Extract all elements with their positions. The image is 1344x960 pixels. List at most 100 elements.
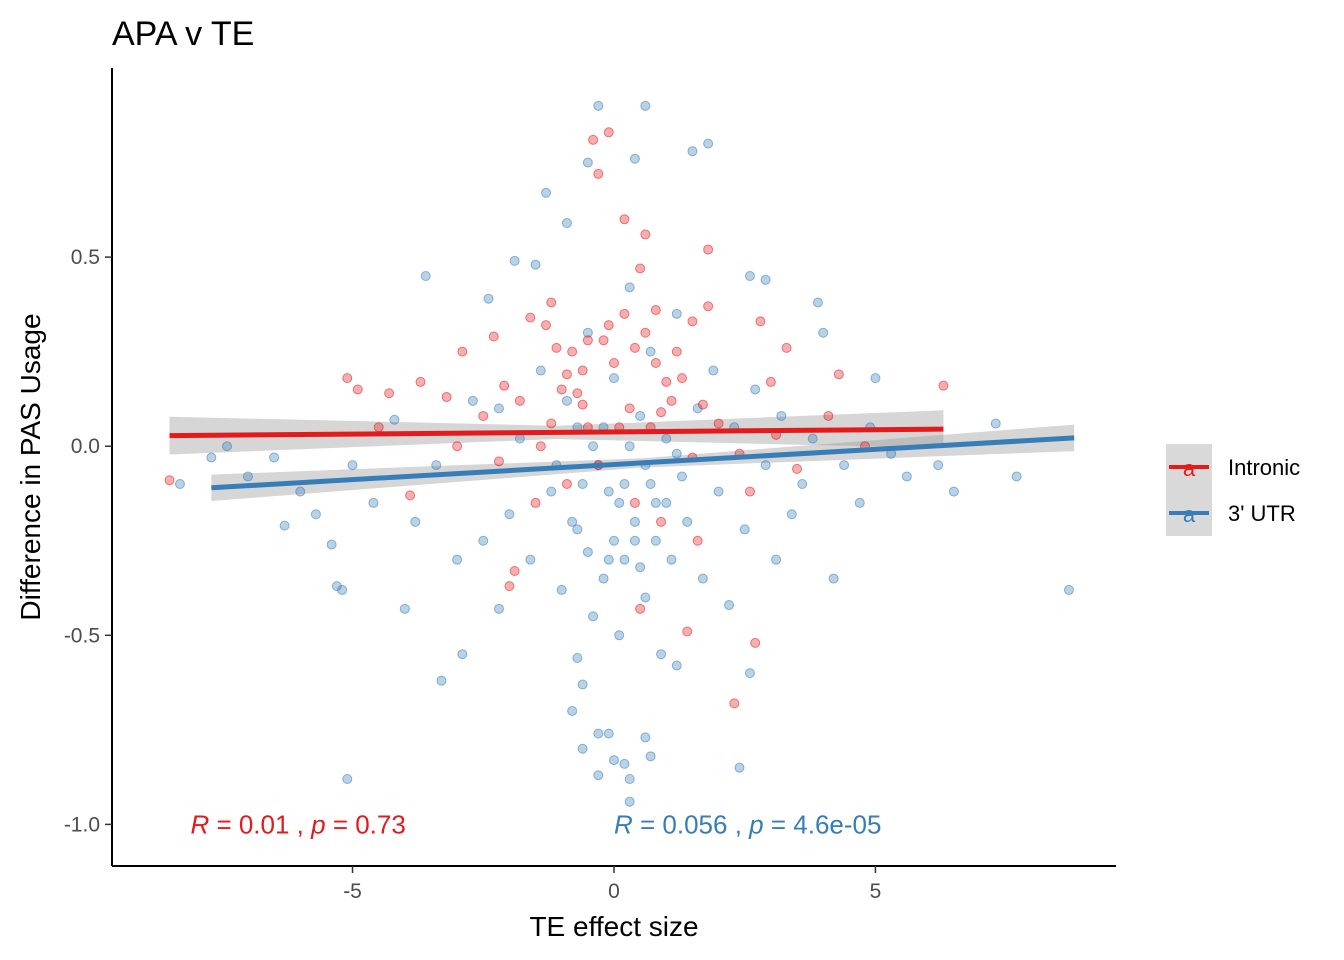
data-point <box>504 509 515 520</box>
data-point <box>656 407 667 418</box>
y-axis-ticks: -1.0 -0.5 0.0 0.5 <box>64 246 112 836</box>
correlation-annotation: R = 0.056 , p = 4.6e-05 <box>614 809 881 839</box>
data-point <box>567 705 578 716</box>
data-point <box>561 218 572 229</box>
data-point <box>582 547 593 558</box>
data-point <box>598 335 609 346</box>
x-tick-label: -5 <box>343 880 362 903</box>
data-point <box>682 626 693 637</box>
data-point <box>933 460 944 471</box>
data-point <box>530 259 541 270</box>
data-point <box>734 762 745 773</box>
data-point <box>415 376 426 387</box>
y-tick-label: -0.5 <box>64 624 100 647</box>
data-point <box>645 346 656 357</box>
data-point <box>431 460 442 471</box>
data-point <box>373 422 384 433</box>
data-point <box>854 497 865 508</box>
data-point <box>603 554 614 565</box>
data-point <box>724 600 735 611</box>
data-point <box>750 384 761 395</box>
data-point <box>279 520 290 531</box>
data-point <box>478 410 489 421</box>
data-point <box>514 395 525 406</box>
data-point <box>635 263 646 274</box>
data-point <box>687 146 698 157</box>
data-point <box>823 410 834 421</box>
data-point <box>744 486 755 497</box>
data-point <box>535 365 546 376</box>
plot-area: R = 0.01 , p = 0.73 R = 0.056 , p = 4.6e-… <box>164 100 1075 839</box>
data-point <box>551 342 562 353</box>
data-point <box>635 603 646 614</box>
data-point <box>614 630 625 641</box>
data-point <box>635 410 646 421</box>
data-point <box>697 399 708 410</box>
data-point <box>441 392 452 403</box>
data-point <box>771 554 782 565</box>
y-tick-label: -1.0 <box>64 813 100 836</box>
data-point <box>269 452 280 463</box>
data-point <box>593 770 604 781</box>
data-point <box>467 395 478 406</box>
chart-title: APA v TE <box>112 15 254 53</box>
correlation-annotation: R = 0.01 , p = 0.73 <box>190 809 405 839</box>
data-point <box>509 566 520 577</box>
data-point <box>708 365 719 376</box>
data-point <box>326 539 337 550</box>
data-point <box>786 509 797 520</box>
data-point <box>839 460 850 471</box>
data-point <box>331 581 342 592</box>
data-point <box>493 603 504 614</box>
data-point <box>948 486 959 497</box>
data-point <box>629 497 640 508</box>
data-point <box>535 441 546 452</box>
data-point <box>457 346 468 357</box>
data-point <box>624 403 635 414</box>
data-point <box>755 316 766 327</box>
data-point <box>164 475 175 486</box>
data-point <box>504 581 515 592</box>
data-point <box>603 728 614 739</box>
data-point <box>577 365 588 376</box>
data-point <box>703 138 714 149</box>
data-points <box>164 100 1074 807</box>
data-point <box>619 214 630 225</box>
data-point <box>661 376 672 387</box>
data-point <box>739 524 750 535</box>
data-point <box>577 679 588 690</box>
data-point <box>703 244 714 255</box>
data-point <box>436 675 447 686</box>
data-point <box>703 301 714 312</box>
data-point <box>645 479 656 490</box>
legend-label: 3' UTR <box>1228 501 1296 526</box>
data-point <box>556 384 567 395</box>
data-point <box>206 452 217 463</box>
data-point <box>619 308 630 319</box>
data-point <box>493 456 504 467</box>
data-point <box>567 346 578 357</box>
data-point <box>588 611 599 622</box>
data-point <box>410 516 421 527</box>
data-point <box>671 660 682 671</box>
data-point <box>342 774 353 785</box>
data-point <box>609 535 619 546</box>
data-point <box>624 282 635 293</box>
data-point <box>650 357 661 368</box>
data-point <box>530 497 541 508</box>
data-point <box>384 388 395 399</box>
data-point <box>567 516 578 527</box>
data-point <box>295 486 306 497</box>
data-point <box>405 490 416 501</box>
data-point <box>593 728 604 739</box>
data-point <box>582 327 593 338</box>
data-point <box>640 592 651 603</box>
data-point <box>598 573 609 584</box>
data-point <box>242 471 253 482</box>
data-point <box>629 342 640 353</box>
data-point <box>650 305 661 316</box>
data-point <box>452 554 463 565</box>
regression-line <box>169 426 944 439</box>
data-point <box>870 373 881 384</box>
data-point <box>682 516 693 527</box>
